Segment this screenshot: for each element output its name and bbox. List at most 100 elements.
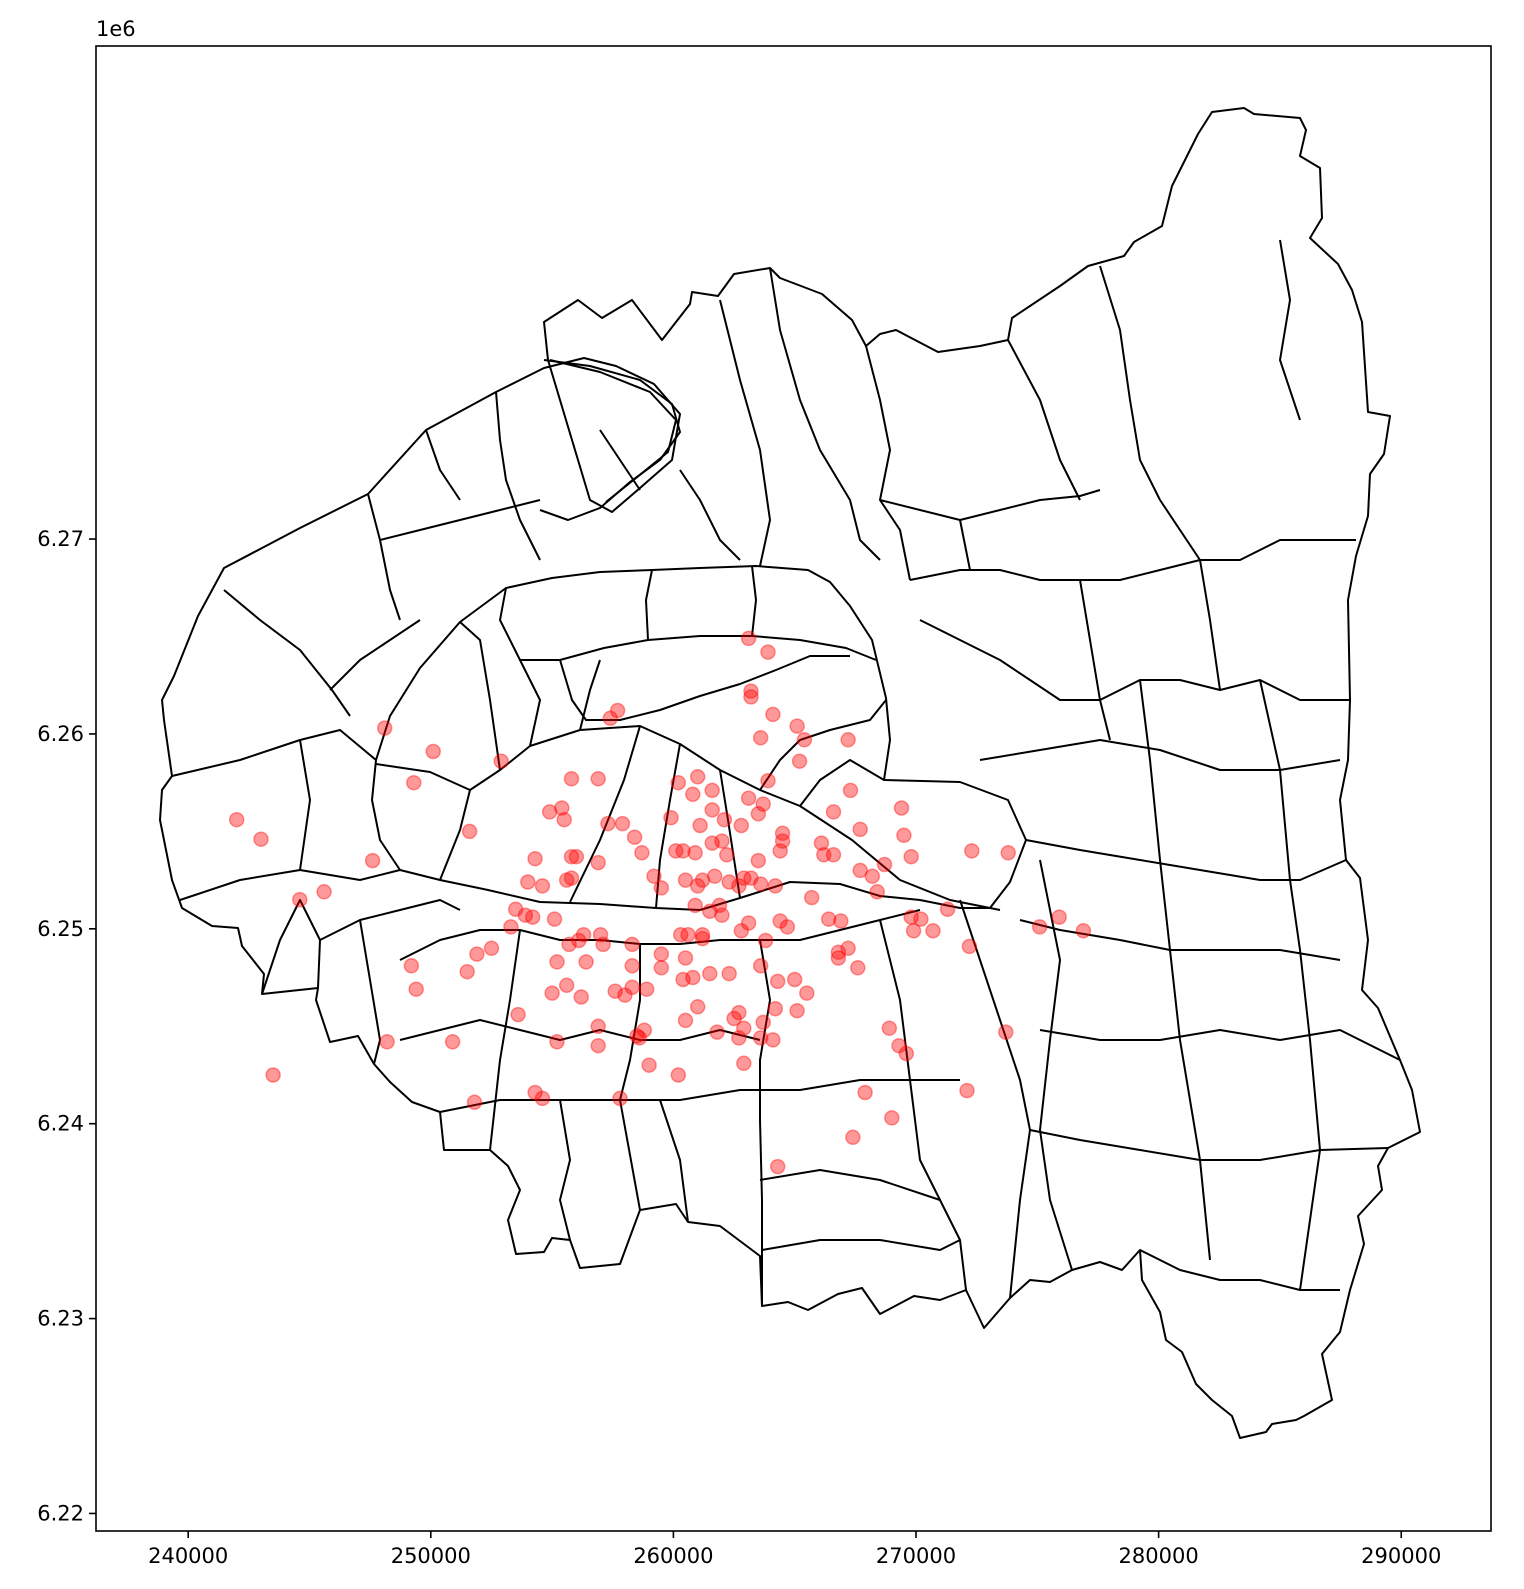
data-point [546,911,563,927]
data-point [731,1004,747,1021]
data-point [716,811,733,828]
data-point [896,827,912,844]
data-point [403,958,420,974]
data-point [760,772,776,789]
boundary-line [1099,265,1161,501]
data-point [786,971,803,988]
data-point [714,833,730,849]
boundary-line [659,1099,689,1223]
data-point [558,977,575,994]
data-point [881,1020,898,1036]
data-point [869,884,885,900]
data-point [750,852,767,869]
data-point [687,897,703,914]
data-point [466,1094,483,1111]
boundary-line [559,655,850,721]
data-point [573,989,589,1005]
boundary-line [1139,1249,1340,1291]
data-point [816,847,832,863]
data-point [459,963,475,980]
data-point [590,1018,606,1035]
data-point [670,774,687,791]
boundary-line [223,589,351,717]
data-point [736,870,752,886]
x-axis: 240000 250000 260000 270000 280000 290000 [148,1531,1441,1568]
data-point [636,1022,653,1038]
data-point [891,1037,907,1054]
boundary-line [719,769,741,899]
data-point [752,876,769,892]
data-point [752,1030,769,1046]
boundary-line [439,789,471,881]
data-point [612,1090,628,1107]
data-point [845,1129,861,1146]
boundary-line [599,429,641,491]
data-point [736,1055,752,1072]
data-point [733,817,750,834]
y-tick-label: 6.26 [37,722,84,746]
data-point [772,913,788,929]
data-point [663,809,679,826]
boundary-line [655,743,681,909]
data-point [796,732,813,748]
boundary-line [425,429,461,501]
data-point [743,689,759,705]
data-point [558,872,575,888]
data-point [600,815,616,832]
data-point [670,1067,687,1083]
data-point [672,926,689,943]
boundary-line [799,759,885,807]
data-point [634,845,650,861]
boundary-line [579,659,601,731]
data-point [704,802,720,818]
data-point [408,981,424,997]
data-point [852,862,868,879]
boundary-line [367,493,401,621]
data-point [617,987,633,1003]
boundary-line [751,565,757,637]
boundary-line [379,499,541,541]
data-point [228,811,245,828]
boundary-line [619,944,641,1211]
y-tick-label: 6.22 [37,1501,84,1525]
x-tick-label: 290000 [1361,1544,1441,1568]
data-point [534,878,551,894]
boundary-line [299,739,311,871]
data-point [483,940,500,957]
x-tick-label: 240000 [148,1544,228,1568]
data-point [721,965,737,982]
data-point [578,954,594,970]
data-point [884,1110,900,1126]
data-point [740,915,757,931]
data-point [726,1010,742,1027]
data-point [765,706,781,723]
y-tick-label: 6.23 [37,1307,84,1331]
data-point [767,878,784,894]
data-point [840,940,856,957]
data-point [689,999,706,1015]
data-point [469,946,485,962]
y-tick-label: 6.24 [37,1112,84,1136]
data-point [534,1090,551,1107]
data-point [830,944,847,960]
data-point [791,753,808,769]
data-point [563,870,580,886]
x-tick-label: 250000 [391,1544,471,1568]
data-point [789,718,805,734]
y-tick-label: 6.25 [37,917,84,941]
data-point [898,1045,915,1062]
data-point [755,796,771,812]
river-line-c [549,359,677,503]
data-point [677,950,694,966]
boundary-line [459,621,501,771]
data-point [964,843,980,859]
data-point [556,811,572,828]
data-point [913,911,929,927]
data-point [624,936,640,953]
data-point [425,743,441,760]
data-point [685,786,701,803]
boundary-line [1139,679,1211,1261]
data-point [1031,919,1048,935]
boundary-line [569,725,641,903]
data-point [517,907,534,923]
